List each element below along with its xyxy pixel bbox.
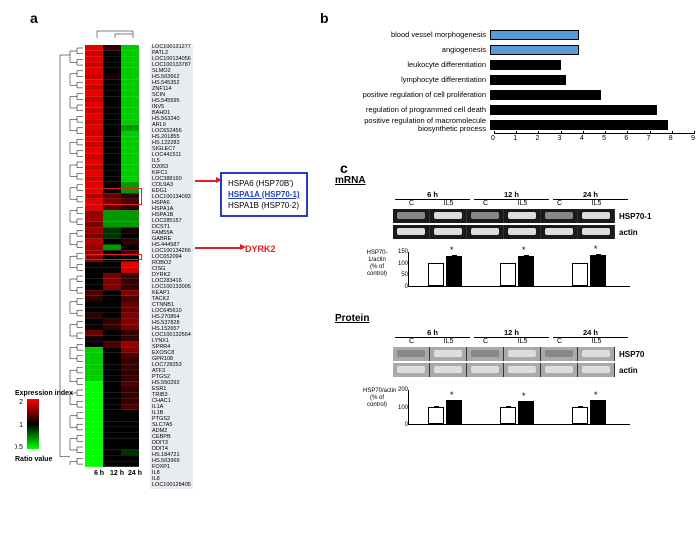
dendrogram-top [88,23,148,38]
expression-legend: Expression index 2 1 0.5 Ratio value [15,390,73,463]
mrna-chart: HSP70-1/actin(% of control) * * * 050100… [393,245,633,295]
panel-c: mRNA 6 h12 h24 hCIL5CIL5CIL5HSP70-1actin… [335,175,685,433]
svg-text:2: 2 [19,399,23,406]
time-labels: 6 h12 h24 h [90,470,144,477]
protein-title: Protein [335,313,685,324]
panel-a-label: a [30,10,38,26]
mrna-title: mRNA [335,175,685,186]
panel-c-label: c [340,160,348,176]
gene-labels: LOC100131277PATL2LOC100134056LOC10013378… [150,45,193,489]
callout-hspa: HSPA6 (HSP70B') HSPA1A (HSP70-1) HSPA1B … [220,172,308,217]
protein-block: 6 h12 h24 hCIL5CIL5CIL5HSP70actin [335,328,685,377]
hspa-highlight-box [85,188,142,205]
go-bar-chart: blood vessel morphogenesisangiogenesisle… [315,28,694,145]
svg-text:1: 1 [19,422,23,429]
callout-dyrk: DYRK2 [245,244,276,254]
protein-chart: HSP70/actin(% of control) * * * 0100200 [393,383,633,433]
arrow-dyrk [195,247,243,249]
panel-b-label: b [320,10,329,26]
svg-text:0.5: 0.5 [15,444,23,451]
dyrk-highlight-box [85,254,142,260]
mrna-block: 6 h12 h24 hCIL5CIL5CIL5HSP70-1actin [335,190,685,239]
